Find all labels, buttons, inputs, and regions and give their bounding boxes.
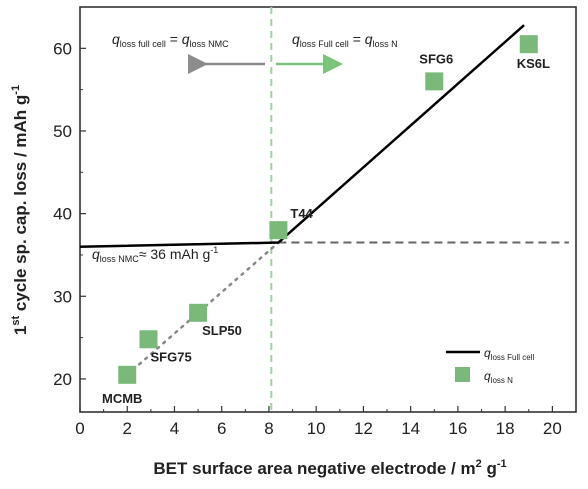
y-tick-label: 50 xyxy=(53,122,72,141)
x-title-tail: g xyxy=(482,459,497,478)
data-point-marker xyxy=(118,365,137,384)
data-point-marker xyxy=(269,221,288,240)
y-title-sup2: -1 xyxy=(10,85,22,95)
svg-text:qloss full cell = qloss NMC: qloss full cell = qloss NMC xyxy=(112,31,229,49)
y-title-main: cycle sp. cap. loss / mAh g xyxy=(11,95,30,316)
right-q: q xyxy=(292,31,300,47)
nmc-text: ≈ 36 mAh g xyxy=(139,246,211,262)
data-point-label: SFG75 xyxy=(150,349,191,364)
nmc-value-annotation: qloss NMC≈ 36 mAh g-1 xyxy=(92,245,218,264)
y-title-sup: st xyxy=(10,315,22,325)
x-title-main: BET surface area negative electrode / m xyxy=(153,459,475,478)
data-point-label: KS6L xyxy=(517,56,550,71)
legend: qloss Full cell qloss N xyxy=(446,346,534,385)
x-tick-label: 10 xyxy=(307,419,326,438)
data-point-label: SLP50 xyxy=(202,323,242,338)
data-point-marker xyxy=(189,303,208,322)
left-q2: q xyxy=(182,31,190,47)
legend-marker-q: q xyxy=(484,369,491,383)
right-region-annotation: qloss Full cell = qloss N xyxy=(276,31,398,74)
right-q2: q xyxy=(365,31,373,47)
svg-text:qloss Full cell = qloss N: qloss Full cell = qloss N xyxy=(292,31,398,49)
x-tick-label: 14 xyxy=(401,419,420,438)
axis-ticks: 0 2 4 6 8 10 12 14 16 18 20 20 30 40 50 60 xyxy=(53,6,577,438)
full-cell-line xyxy=(79,24,525,248)
x-tick-label: 0 xyxy=(75,419,84,438)
dotted-trend-line xyxy=(125,241,280,377)
nmc-sub: loss NMC xyxy=(100,254,140,264)
right-sub2: loss N xyxy=(373,39,398,49)
y-title-pre: 1 xyxy=(11,326,30,335)
legend-marker-sub: loss N xyxy=(491,376,513,385)
left-region-annotation: qloss full cell = qloss NMC xyxy=(112,31,265,74)
left-eq: = xyxy=(166,31,182,47)
x-title-sup: 2 xyxy=(476,458,482,470)
data-series xyxy=(79,24,538,384)
legend-line-label: qloss Full cell xyxy=(484,346,534,362)
x-tick-label: 8 xyxy=(264,419,273,438)
left-sub1: loss full cell xyxy=(120,39,166,49)
nmc-q: q xyxy=(92,246,100,262)
legend-line-q: q xyxy=(484,346,491,360)
x-tick-label: 2 xyxy=(123,419,132,438)
x-title-sup2: -1 xyxy=(497,458,507,470)
left-q: q xyxy=(112,31,120,47)
right-sub1: loss Full cell xyxy=(300,39,349,49)
data-point-marker xyxy=(139,330,158,349)
right-eq: = xyxy=(349,31,365,47)
plot-frame xyxy=(79,6,577,413)
nmc-sup: -1 xyxy=(210,245,218,255)
y-tick-label: 60 xyxy=(53,39,72,58)
y-axis-title: 1st cycle sp. cap. loss / mAh g-1 xyxy=(10,85,30,335)
legend-marker-swatch xyxy=(455,367,470,382)
x-tick-label: 6 xyxy=(217,419,226,438)
y-tick-label: 20 xyxy=(53,370,72,389)
data-point-label: T44 xyxy=(290,206,313,221)
point-labels: MCMB SFG75 SLP50 T44 SFG6 KS6L xyxy=(102,51,550,405)
data-point-marker xyxy=(425,72,444,91)
guide-lines xyxy=(125,7,569,412)
legend-marker-label: qloss N xyxy=(484,369,513,385)
x-axis-title: BET surface area negative electrode / m2… xyxy=(153,458,506,478)
x-tick-label: 20 xyxy=(543,419,562,438)
x-tick-label: 4 xyxy=(170,419,179,438)
legend-line-sub: loss Full cell xyxy=(491,353,535,362)
data-point-label: SFG6 xyxy=(419,51,453,66)
data-point-label: MCMB xyxy=(102,391,142,406)
x-tick-label: 12 xyxy=(354,419,373,438)
left-sub2: loss NMC xyxy=(190,39,230,49)
y-tick-label: 40 xyxy=(53,205,72,224)
x-tick-label: 18 xyxy=(496,419,515,438)
data-point-marker xyxy=(519,35,538,54)
y-tick-label: 30 xyxy=(53,287,72,306)
x-tick-label: 16 xyxy=(448,419,467,438)
